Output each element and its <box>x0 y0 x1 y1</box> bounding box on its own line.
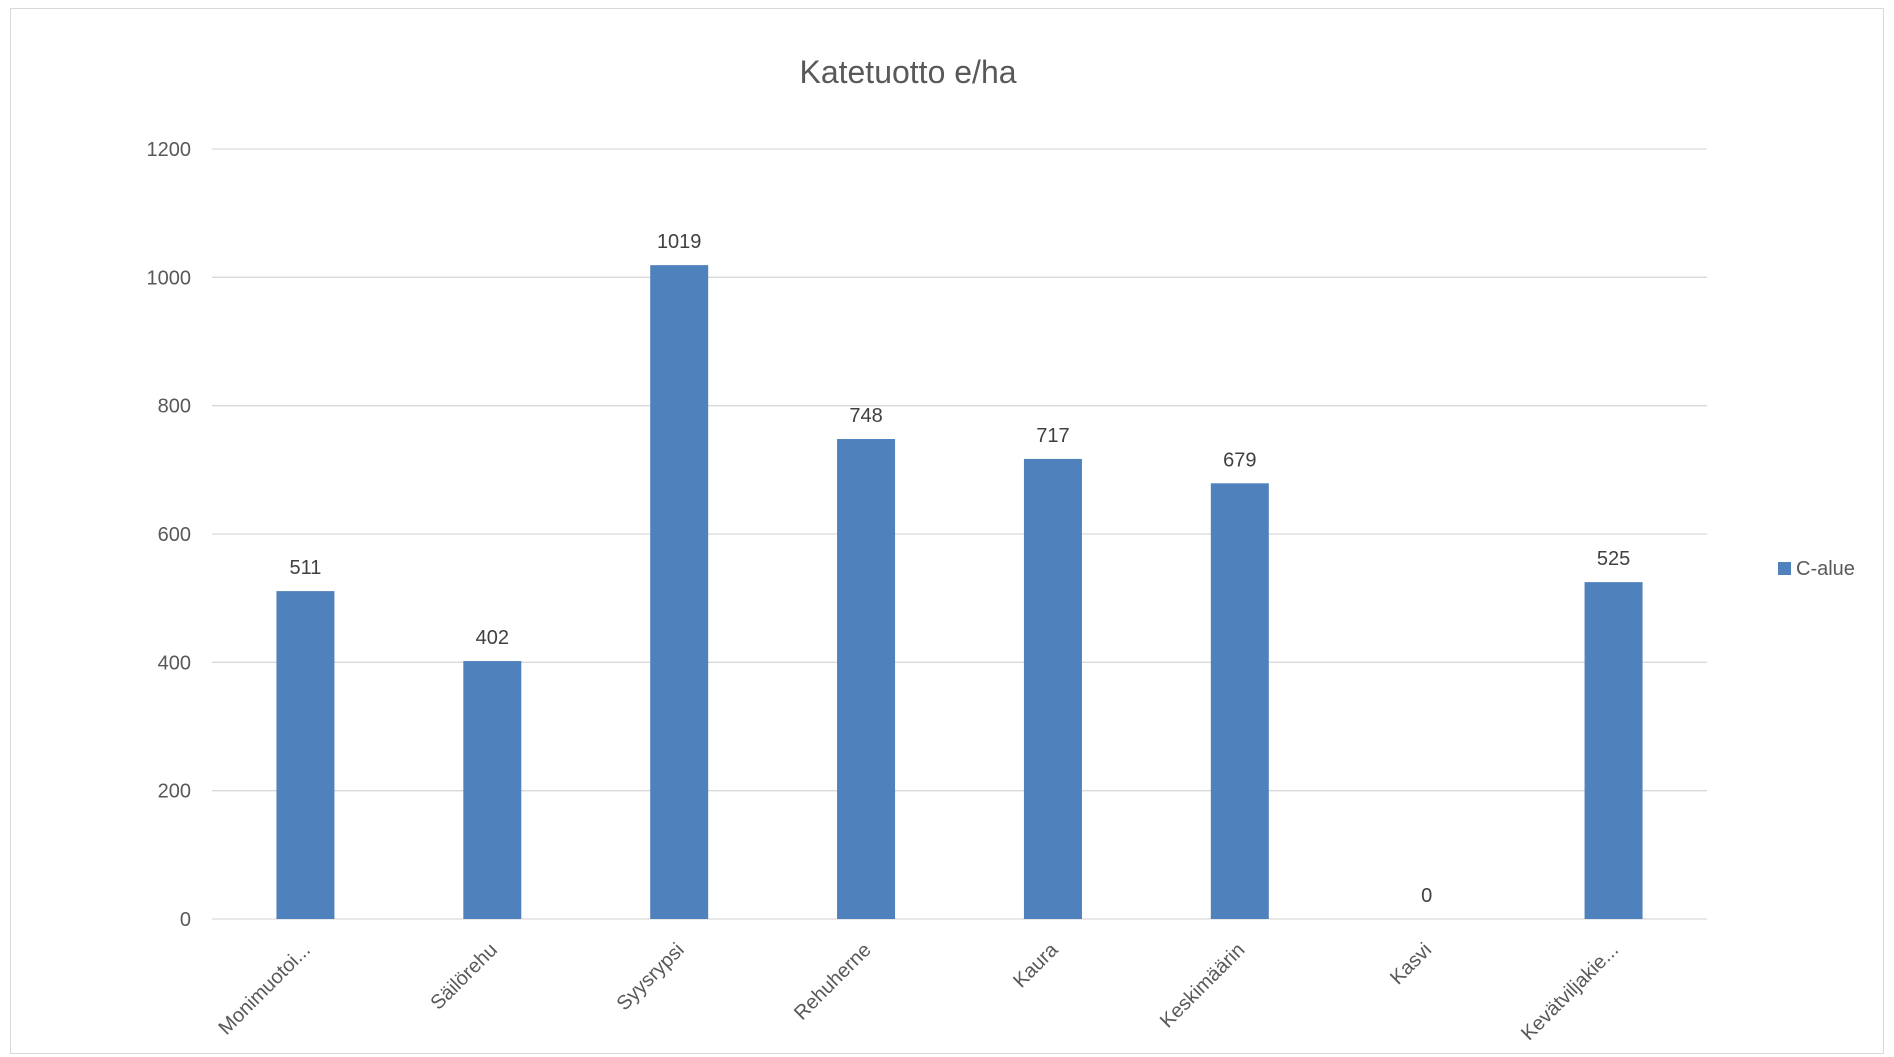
x-tick-label: Kevätviljakie... <box>1517 939 1623 1045</box>
y-tick-label: 600 <box>158 524 191 546</box>
bar <box>463 661 522 919</box>
y-tick-label: 200 <box>158 781 191 803</box>
x-tick-label: Syysrypsi <box>613 939 689 1015</box>
x-tick-label: Kasvi <box>1386 939 1436 989</box>
bar <box>1023 458 1082 919</box>
legend-swatch <box>1778 562 1791 575</box>
y-axis-ticks: 0 200 400 600 800 1000 1200 <box>147 139 192 931</box>
x-tick-label: Monimuotoi... <box>215 939 315 1039</box>
legend-label: C-alue <box>1796 558 1855 580</box>
y-tick-label: 1200 <box>147 139 192 161</box>
data-label: 717 <box>1036 425 1069 447</box>
x-tick-label: Keskimäärin <box>1156 939 1249 1032</box>
bar <box>650 265 709 919</box>
x-tick-label: Rehuherne <box>790 939 876 1025</box>
y-tick-label: 400 <box>158 652 191 674</box>
data-label: 1019 <box>657 231 702 253</box>
bar <box>1584 582 1643 919</box>
y-tick-label: 800 <box>158 396 191 418</box>
data-labels: 511 402 1019 748 717 679 0 525 <box>289 231 1630 907</box>
bar <box>1210 483 1269 919</box>
x-tick-label: Säilörehu <box>427 939 502 1014</box>
y-tick-label: 1000 <box>147 267 192 289</box>
bar <box>837 439 896 919</box>
data-label: 402 <box>476 627 509 649</box>
y-tick-label: 0 <box>180 909 191 931</box>
data-label: 511 <box>289 557 321 579</box>
gridlines <box>212 148 1707 920</box>
chart-title: Katetuotto e/ha <box>799 54 1016 90</box>
bars <box>276 265 1643 919</box>
bar <box>276 591 335 919</box>
data-label: 525 <box>1597 548 1630 570</box>
x-axis-ticks: Monimuotoi... Säilörehu Syysrypsi Rehuherne… <box>215 938 1624 1045</box>
x-tick-label: Kaura <box>1009 938 1063 992</box>
data-label: 679 <box>1223 449 1256 471</box>
data-label: 0 <box>1421 885 1432 907</box>
data-label: 748 <box>849 405 882 427</box>
legend: C-alue <box>1778 558 1855 580</box>
